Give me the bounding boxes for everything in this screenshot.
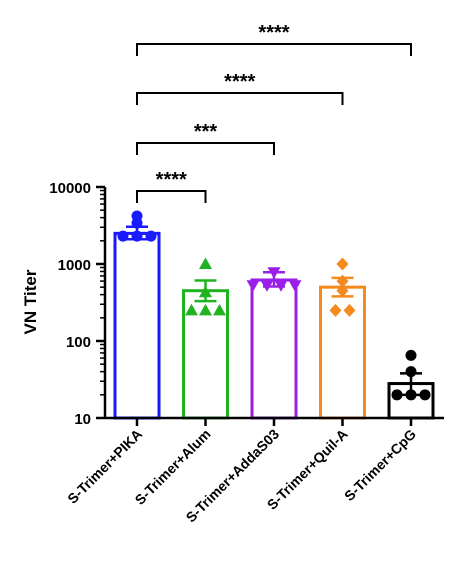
- data-point-1-2: [131, 217, 143, 229]
- data-point-3-4: [274, 280, 288, 292]
- data-point-1-5: [145, 230, 157, 242]
- data-point-4-1: [336, 257, 349, 271]
- data-point-2-5: [213, 303, 226, 316]
- significance-label-4: ****: [258, 22, 289, 44]
- significance-bracket-1: [136, 190, 207, 203]
- data-point-5-3: [391, 389, 403, 401]
- bar-1: [113, 231, 161, 420]
- data-point-2-4: [199, 303, 212, 316]
- data-point-3-2: [246, 280, 260, 292]
- data-point-3-1: [267, 267, 281, 279]
- bar-4: [319, 285, 366, 420]
- bar-3: [250, 278, 298, 420]
- data-point-2-1: [199, 257, 212, 269]
- data-point-4-4: [329, 303, 342, 317]
- data-point-1-3: [117, 230, 129, 242]
- y-axis-label: VN Titer: [21, 269, 40, 334]
- data-point-5-5: [419, 389, 431, 401]
- y-tick-label: 10: [74, 411, 91, 428]
- axes-layer: 10100100010000S-Trimer+PIKAS-Trimer+Alum…: [49, 180, 444, 525]
- data-point-4-3: [336, 284, 349, 298]
- x-tick-label: S-Trimer+CpG: [341, 426, 419, 504]
- bars-layer: [113, 231, 435, 420]
- points-layer: [117, 210, 431, 401]
- data-point-5-1: [405, 349, 417, 361]
- significance-label-3: ****: [224, 71, 255, 93]
- significance-label-2: ***: [194, 121, 218, 143]
- data-point-3-5: [288, 280, 302, 292]
- significance-bracket-2: [136, 142, 275, 155]
- significance-bracket-3: [136, 92, 344, 105]
- data-point-3-3: [260, 280, 274, 292]
- data-point-5-2: [405, 366, 417, 378]
- data-point-5-4: [405, 389, 417, 401]
- y-tick-label: 1000: [58, 257, 91, 274]
- significance-layer: ***************: [136, 22, 412, 203]
- y-tick-label: 100: [66, 334, 91, 351]
- data-point-2-3: [185, 303, 198, 316]
- data-point-4-2: [336, 274, 349, 288]
- significance-label-1: ****: [156, 169, 187, 191]
- data-point-4-5: [343, 303, 356, 317]
- significance-bracket-4: [136, 43, 412, 56]
- y-tick-label: 10000: [49, 180, 91, 197]
- data-point-1-4: [131, 230, 143, 242]
- data-point-2-2: [199, 285, 212, 298]
